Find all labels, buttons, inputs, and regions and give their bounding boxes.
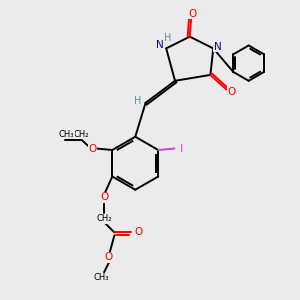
Text: N: N: [214, 42, 222, 52]
Text: O: O: [100, 192, 108, 202]
Text: H: H: [134, 96, 141, 106]
Text: CH₂: CH₂: [74, 130, 89, 139]
Text: O: O: [227, 87, 236, 97]
Text: O: O: [88, 143, 96, 154]
Text: H: H: [164, 33, 171, 43]
Text: CH₂: CH₂: [96, 214, 112, 223]
Text: CH₃: CH₃: [93, 273, 109, 282]
Text: O: O: [104, 253, 112, 262]
Text: O: O: [188, 9, 196, 19]
Text: O: O: [134, 227, 143, 237]
Text: N: N: [156, 40, 164, 50]
Text: CH₃: CH₃: [59, 130, 74, 139]
Text: I: I: [180, 143, 183, 154]
